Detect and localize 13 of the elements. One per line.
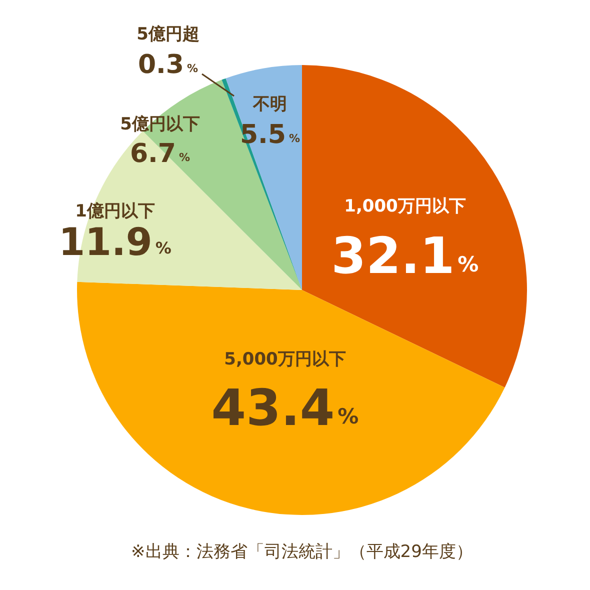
- data-label: 32.1%: [331, 226, 479, 285]
- data-label: 5.5%: [240, 120, 300, 150]
- slice-label: 1,000万円以下: [344, 196, 466, 216]
- data-label: 11.9%: [58, 220, 172, 264]
- slice-label: 不明: [252, 94, 287, 114]
- slice-label: 1億円以下: [75, 201, 155, 222]
- data-label: 0.3%: [138, 50, 198, 80]
- data-label: 6.7%: [130, 138, 190, 169]
- slice-label: 5億円以下: [120, 114, 200, 134]
- data-label: 43.4%: [211, 378, 359, 437]
- text: ※出典：法務省「司法統計」（平成29年度）: [130, 541, 474, 563]
- slice-label: 5,000万円以下: [224, 349, 346, 370]
- slice-label: 5億円超: [136, 24, 200, 44]
